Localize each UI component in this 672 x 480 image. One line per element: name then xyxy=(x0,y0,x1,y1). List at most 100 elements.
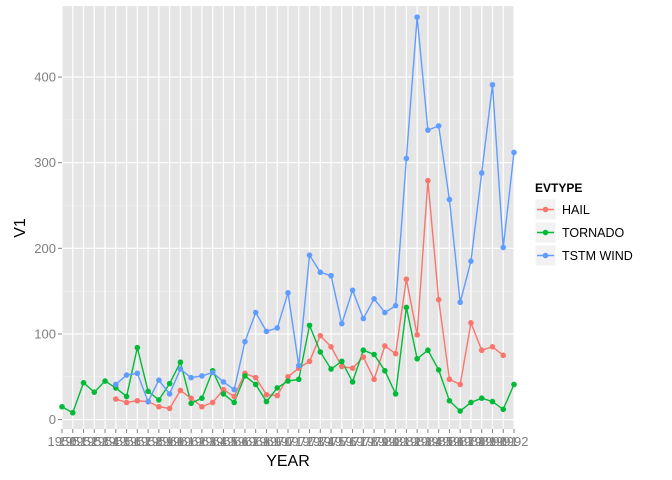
x-tick-label: 1981 xyxy=(381,434,410,449)
data-point-tornado xyxy=(188,400,194,407)
data-point-hail xyxy=(371,376,377,383)
legend-label: TSTM WIND xyxy=(562,249,633,263)
data-point-tornado xyxy=(123,393,130,400)
data-point-tornado xyxy=(500,406,507,413)
data-point-tornado xyxy=(349,379,356,385)
x-tick-label: 1979 xyxy=(360,434,389,449)
data-point-hail xyxy=(285,373,291,380)
data-point-tstm-wind xyxy=(134,370,141,377)
data-point-tornado xyxy=(446,397,453,404)
y-tick-label: 200 xyxy=(34,241,56,256)
x-tick-label: 1989 xyxy=(467,434,496,449)
x-tick-label: 1974 xyxy=(306,434,335,449)
x-tick-label: 1965 xyxy=(209,434,238,449)
data-point-hail xyxy=(403,276,410,282)
x-tick-label: 1951 xyxy=(58,434,87,449)
x-tick-label: 1962 xyxy=(177,434,206,449)
data-point-hail xyxy=(425,177,431,184)
data-point-tornado xyxy=(80,379,87,386)
data-point-tornado xyxy=(102,378,108,384)
x-tick-label: 1950 xyxy=(48,434,77,449)
data-point-hail xyxy=(156,403,162,410)
y-tick-label: 100 xyxy=(34,326,56,341)
data-point-tornado xyxy=(414,355,420,362)
data-point-tornado xyxy=(403,304,410,311)
data-point-hail xyxy=(306,358,313,365)
data-point-hail xyxy=(252,374,259,381)
data-point-tornado xyxy=(199,395,205,401)
data-point-tornado xyxy=(285,378,291,384)
data-point-tstm-wind xyxy=(166,391,173,397)
data-point-hail xyxy=(166,405,173,412)
data-point-tstm-wind xyxy=(328,272,334,279)
data-point-hail xyxy=(457,381,463,388)
legend-key-point xyxy=(542,206,549,213)
data-point-tornado xyxy=(231,399,237,406)
y-tick-label: 0 xyxy=(49,412,56,427)
data-point-tstm-wind xyxy=(199,373,205,379)
data-point-hail xyxy=(360,354,367,360)
x-tick-label: 1984 xyxy=(413,434,442,449)
data-point-hail xyxy=(317,332,324,339)
data-point-tornado xyxy=(156,397,162,403)
x-tick-label: 1957 xyxy=(123,434,152,449)
data-point-tornado xyxy=(295,376,302,383)
data-point-tstm-wind xyxy=(285,290,291,296)
x-tick-label: 1955 xyxy=(101,434,130,449)
x-tick-label: 1954 xyxy=(91,434,120,449)
data-point-hail xyxy=(328,344,334,350)
data-point-tstm-wind xyxy=(209,369,216,376)
data-point-tornado xyxy=(242,373,248,379)
x-tick-label: 1992 xyxy=(500,434,529,449)
x-tick-label: 1975 xyxy=(317,434,346,449)
data-point-tstm-wind xyxy=(511,149,517,156)
data-point-hail xyxy=(134,397,141,404)
legend-item: TSTM WIND xyxy=(534,244,633,267)
data-point-hail xyxy=(263,391,270,398)
x-tick-label: 1983 xyxy=(403,434,432,449)
data-point-tornado xyxy=(392,391,399,397)
data-point-tstm-wind xyxy=(435,123,442,129)
data-point-tornado xyxy=(177,359,184,366)
data-point-tstm-wind xyxy=(414,14,420,20)
data-point-hail xyxy=(177,387,184,394)
data-point-hail xyxy=(199,403,205,410)
x-tick-label: 1988 xyxy=(456,434,485,449)
data-point-tornado xyxy=(371,351,377,358)
data-point-tornado xyxy=(69,409,76,416)
data-point-tornado xyxy=(134,344,141,351)
x-tick-label: 1991 xyxy=(489,434,518,449)
x-tick-label: 1956 xyxy=(112,434,141,449)
data-point-hail xyxy=(468,320,474,326)
data-point-tstm-wind xyxy=(231,386,237,393)
series-points xyxy=(59,14,517,416)
data-point-tstm-wind xyxy=(252,309,259,316)
x-tick-label: 1973 xyxy=(295,434,324,449)
x-tick-label: 1958 xyxy=(134,434,163,449)
data-point-tstm-wind xyxy=(113,381,119,388)
data-point-hail xyxy=(392,350,399,357)
data-point-hail xyxy=(188,395,194,401)
data-point-tstm-wind xyxy=(317,269,324,276)
x-tick-label: 1977 xyxy=(338,434,367,449)
data-point-tstm-wind xyxy=(263,328,270,335)
data-point-tornado xyxy=(489,398,496,405)
data-point-tornado xyxy=(468,399,474,406)
data-point-tstm-wind xyxy=(306,252,313,258)
data-point-hail xyxy=(349,365,356,372)
legend: EVTYPE HAIL TORNADO TSTM WIND xyxy=(534,181,633,267)
data-point-tstm-wind xyxy=(177,366,184,372)
data-point-tornado xyxy=(263,398,270,405)
data-point-hail xyxy=(220,386,227,393)
legend-label: TORNADO xyxy=(562,226,625,240)
data-point-tornado xyxy=(306,322,313,329)
data-point-tstm-wind xyxy=(360,315,367,322)
x-tick-label: 1976 xyxy=(327,434,356,449)
x-tick-label: 1969 xyxy=(252,434,281,449)
data-point-tornado xyxy=(511,381,517,388)
data-point-tstm-wind xyxy=(145,398,151,405)
x-tick-label: 1967 xyxy=(230,434,259,449)
data-point-tstm-wind xyxy=(478,170,485,176)
x-tick-label: 1987 xyxy=(446,434,475,449)
